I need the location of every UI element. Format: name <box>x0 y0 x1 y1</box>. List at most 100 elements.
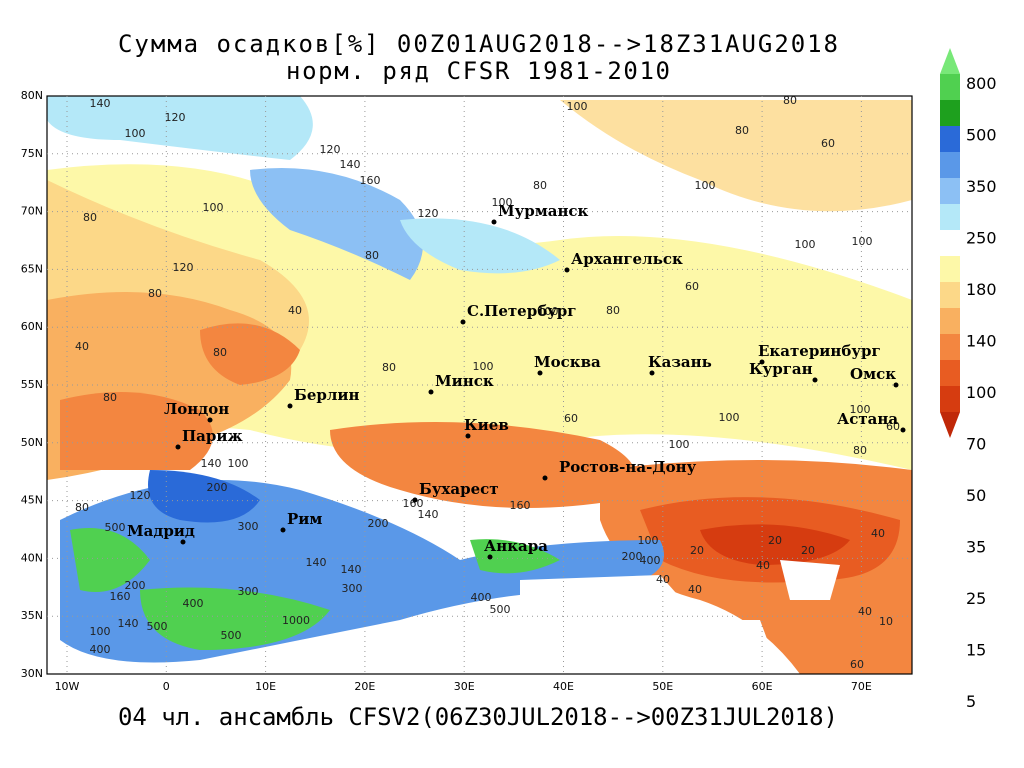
colorbar-segment <box>940 230 960 256</box>
city-dot <box>542 475 548 481</box>
city-dot <box>180 539 186 545</box>
lat-label: 40N <box>21 551 43 564</box>
colorbar-label: 70 <box>966 434 986 453</box>
contour-label: 60 <box>685 280 699 293</box>
colorbar-segment <box>940 360 960 386</box>
contour-label: 40 <box>688 583 702 596</box>
contour-label: 200 <box>125 579 146 592</box>
contour-label: 120 <box>418 207 439 220</box>
city-label: Казань <box>648 353 712 371</box>
city-dot <box>428 389 434 395</box>
colorbar-segment <box>940 126 960 152</box>
contour-label: 160 <box>360 174 381 187</box>
subtitle: норм. ряд CFSR 1981-2010 <box>286 57 670 85</box>
contour-label: 500 <box>147 620 168 633</box>
colorbar-segment <box>940 100 960 126</box>
city-label: С.Петербург <box>467 302 576 320</box>
city-label: Рим <box>287 510 322 528</box>
contour-label: 160 <box>110 590 131 603</box>
contour-label: 80 <box>735 124 749 137</box>
city-dot <box>759 359 765 365</box>
contour-label: 100 <box>90 625 111 638</box>
contour-label: 20 <box>768 534 782 547</box>
contour-label: 300 <box>342 582 363 595</box>
contour-label: 100 <box>203 201 224 214</box>
contour-label: 140 <box>340 158 361 171</box>
contour-label: 80 <box>382 361 396 374</box>
lon-label: 60E <box>752 680 773 693</box>
city-label: Минск <box>435 372 494 390</box>
contour-label: 40 <box>858 605 872 618</box>
map-field <box>47 96 912 674</box>
contour-label: 500 <box>490 603 511 616</box>
lat-label: 80N <box>21 89 43 102</box>
contour-label: 400 <box>90 643 111 656</box>
city-dot <box>175 444 181 450</box>
contour-label: 120 <box>130 489 151 502</box>
contour-label: 140 <box>90 97 111 110</box>
lat-label: 45N <box>21 494 43 507</box>
city-label: Екатеринбург <box>758 342 881 360</box>
lat-label: 55N <box>21 378 43 391</box>
contour-label: 80 <box>83 211 97 224</box>
city-dot <box>287 403 293 409</box>
city-label: Курган <box>749 360 813 378</box>
colorbar-label: 100 <box>966 383 997 402</box>
city-label: Бухарест <box>419 480 499 498</box>
city-dot <box>491 219 497 225</box>
contour-label: 80 <box>365 249 379 262</box>
lon-label: 20E <box>354 680 375 693</box>
city-dot <box>893 382 899 388</box>
contour-label: 100 <box>850 403 871 416</box>
contour-label: 100 <box>638 534 659 547</box>
contour-label: 100 <box>795 238 816 251</box>
colorbar-label: 5 <box>966 692 976 711</box>
contour-label: 100 <box>852 235 873 248</box>
contour-label: 200 <box>622 550 643 563</box>
contour-label: 100 <box>492 196 513 209</box>
contour-label: 100 <box>567 100 588 113</box>
city-label: Омск <box>850 365 896 383</box>
city-dot <box>564 267 570 273</box>
contour-label: 100 <box>538 305 559 318</box>
city-dot <box>465 433 471 439</box>
contour-label: 120 <box>173 261 194 274</box>
city-label: Ростов-на-Дону <box>559 458 697 476</box>
colorbar-label: 140 <box>966 331 997 350</box>
city-label: Киев <box>464 416 509 434</box>
title: Сумма осадков[%] 00Z01AUG2018-->18Z31AUG… <box>118 30 838 58</box>
contour-label: 160 <box>403 497 424 510</box>
lon-label: 10W <box>55 680 80 693</box>
lon-label: 40E <box>553 680 574 693</box>
colorbar-label: 25 <box>966 589 986 608</box>
city-dot <box>280 527 286 533</box>
contour-label: 40 <box>75 340 89 353</box>
contour-label: 400 <box>640 554 661 567</box>
colorbar-arrow <box>940 412 960 438</box>
city-dot <box>207 417 213 423</box>
contour-label: 1000 <box>282 614 310 627</box>
city-label: Архангельск <box>571 250 683 268</box>
contour-label: 80 <box>853 444 867 457</box>
contour-label: 100 <box>719 411 740 424</box>
lon-label: 10E <box>255 680 276 693</box>
contour-label: 500 <box>105 521 126 534</box>
contour-label: 100 <box>125 127 146 140</box>
contour-label: 120 <box>320 143 341 156</box>
city-dot <box>460 319 466 325</box>
contour-label: 140 <box>201 457 222 470</box>
contour-label: 60 <box>850 658 864 671</box>
city-dot <box>812 377 818 383</box>
colorbar-segment <box>940 282 960 308</box>
contour-label: 40 <box>288 304 302 317</box>
colorbar-segment <box>940 74 960 100</box>
colorbar-label: 350 <box>966 177 997 196</box>
contour-label: 100 <box>695 179 716 192</box>
lon-label: 30E <box>454 680 475 693</box>
city-label: Москва <box>534 353 601 371</box>
city-dot <box>649 370 655 376</box>
colorbar-label: 250 <box>966 228 997 247</box>
lat-label: 60N <box>21 320 43 333</box>
colorbar-label: 180 <box>966 280 997 299</box>
colorbar-segment <box>940 386 960 412</box>
